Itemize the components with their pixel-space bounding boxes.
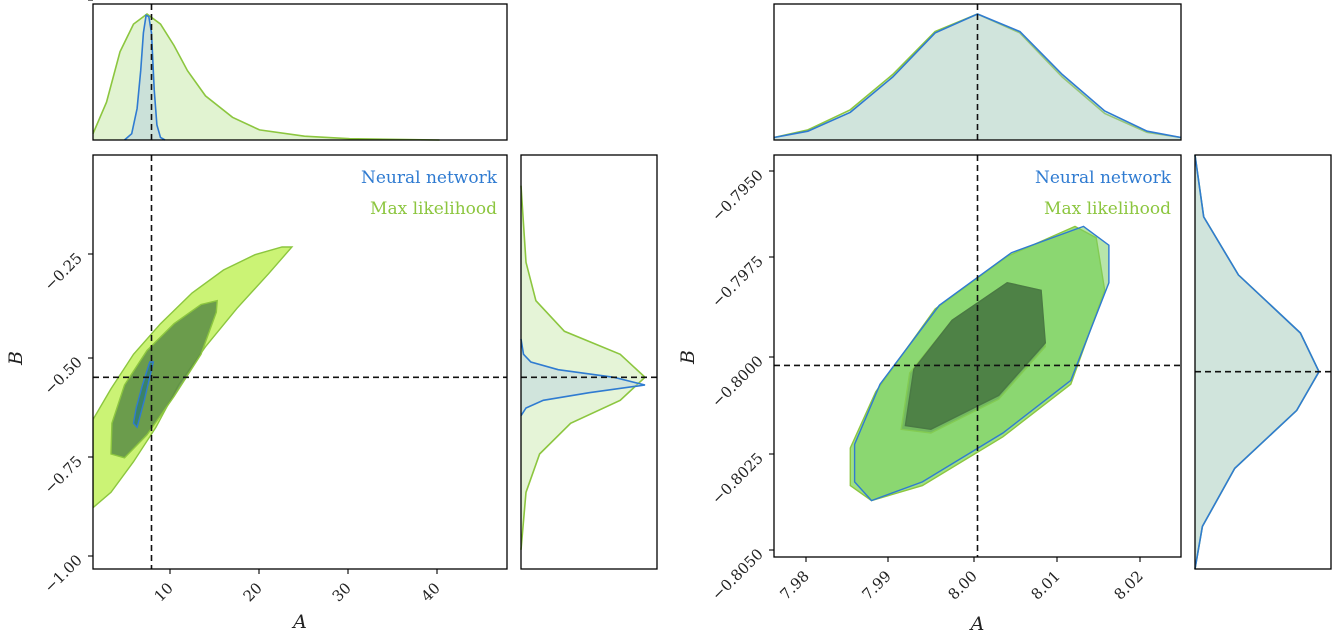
panel-left-legend-neural-network: Neural network xyxy=(361,168,498,188)
panel-left-ytick-label-1: −0.50 xyxy=(41,353,86,398)
panel-right-ytick-label-4: −0.8050 xyxy=(708,545,767,604)
panel-left-legend-max-likelihood: Max likelihood xyxy=(370,199,497,219)
panel-right-x-axis-label: A xyxy=(969,613,985,635)
panel-left-x-axis-label: A xyxy=(291,611,307,633)
panel-right-xtick-label-0: 7.98 xyxy=(776,567,812,603)
panel-left-ml-marginal-B-fill xyxy=(521,185,645,550)
panel-right-top-frame xyxy=(773,3,1182,141)
panel-left-xtick-label-0: 10 xyxy=(151,579,177,605)
panel-right-xtick-label-4: 8.02 xyxy=(1110,567,1146,603)
panel-right-ytick-label-2: −0.8000 xyxy=(708,352,767,411)
panel-right-ml-marginal-B-fill xyxy=(1195,155,1319,569)
panel-left-top-frame xyxy=(92,3,508,141)
panel-right-ytick-label-3: −0.8025 xyxy=(708,449,767,508)
panel-right-xtick-label-3: 8.01 xyxy=(1027,567,1063,603)
panel-left-nn-marginal-B-line xyxy=(520,338,646,417)
panel-left-ml-marginal-A-fill xyxy=(93,14,440,140)
panel-right-ytick-label-0: −0.7950 xyxy=(708,166,767,225)
panel-right-side-frame xyxy=(1194,154,1332,570)
panel-right-ytick-label-1: −0.7975 xyxy=(708,252,767,311)
panel-left-ytick-label-0: −0.25 xyxy=(41,249,86,294)
panel-left-ml-contour-1 xyxy=(93,246,294,509)
panel-right-nn-contour-2 xyxy=(904,281,1047,431)
panel-left-xtick-label-1: 20 xyxy=(240,579,266,605)
panel-right-legend-max-likelihood: Max likelihood xyxy=(1044,199,1171,219)
panel-left-ml-marginal-A-line xyxy=(92,13,440,141)
panel-left-ytick-label-3: −1.00 xyxy=(41,551,86,596)
panel-right-nn-marginal-B-fill xyxy=(1195,155,1319,569)
panel-left-side-frame xyxy=(520,154,658,570)
panel-left-nn-contour-1 xyxy=(132,361,155,429)
panel-right-y-axis-label: B xyxy=(677,350,699,365)
panel-right-legend-neural-network: Neural network xyxy=(1035,168,1172,188)
panel-right-main-frame xyxy=(773,154,1182,558)
panel-right-xtick-label-1: 7.99 xyxy=(858,567,894,603)
panel-right-xtick-label-2: 8.00 xyxy=(944,567,980,603)
panel-left-group: −0.25 −0.50 −0.75 −1.00 −1.25 10 20 30 40 A B Neura… xyxy=(5,0,658,633)
panel-left-main-frame xyxy=(92,154,508,570)
panel-left-xtick-label-3: 40 xyxy=(418,579,444,605)
panel-left-nn-marginal-A-line xyxy=(123,14,166,141)
panel-right-group: −0.7950 −0.7975 −0.8000 −0.8025 −0.8050 7.98 7… xyxy=(677,3,1332,635)
panel-left-xtick-label-2: 30 xyxy=(329,579,355,605)
panel-left-ytick-label-4: −1.25 xyxy=(37,0,83,4)
panel-left-ytick-label-2: −0.75 xyxy=(41,452,86,497)
panel-left-y-axis-label: B xyxy=(5,351,27,366)
